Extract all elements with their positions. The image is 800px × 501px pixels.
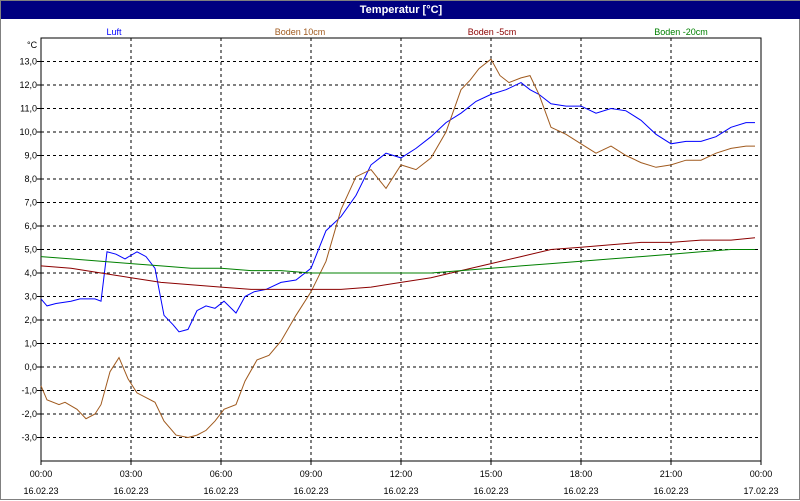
- y-axis: 13,0 12,0 11,0 10,0 9,0 8,0 7,0 6,0 5,0 4,0 3,0 2,0…: [19, 57, 41, 443]
- series-line-boden-5cm: [40, 237, 756, 290]
- legend: Luft Boden 10cm Boden -5cm Boden -20cm: [106, 27, 707, 37]
- x-tick-date: 16.02.23: [563, 486, 598, 496]
- y-tick-label: -3,0: [21, 433, 37, 443]
- chart-title: Temperatur [°C]: [1, 1, 800, 19]
- x-tick-time: 00:00: [30, 469, 53, 479]
- series-line-boden-10cm: [40, 58, 755, 439]
- x-tick-time: 09:00: [300, 469, 323, 479]
- y-tick-label: 13,0: [19, 57, 37, 67]
- y-axis-unit: °C: [27, 40, 38, 50]
- x-tick-time: 21:00: [660, 469, 683, 479]
- y-tick-label: 11,0: [20, 104, 37, 114]
- series-line-boden-20cm: [40, 249, 755, 274]
- x-tick-date: 17.02.23: [743, 486, 778, 496]
- y-tick-label: 6,0: [24, 221, 37, 231]
- y-tick-label: 1,0: [24, 339, 37, 349]
- series-line-luft: [40, 82, 755, 333]
- y-tick-label: -2,0: [21, 409, 37, 419]
- x-tick-time: 12:00: [390, 469, 413, 479]
- y-tick-label: 8,0: [24, 174, 37, 184]
- x-tick-time: 15:00: [480, 469, 503, 479]
- legend-item: Luft: [106, 27, 122, 37]
- y-tick-label: -1,0: [21, 386, 37, 396]
- x-axis: 00:00 16.02.23 03:00 16.02.23 06:00 16.02.23 0…: [23, 461, 779, 496]
- x-tick-date: 16.02.23: [653, 486, 688, 496]
- y-tick-label: 0,0: [24, 362, 37, 372]
- x-tick-date: 16.02.23: [203, 486, 238, 496]
- x-tick-date: 16.02.23: [383, 486, 418, 496]
- y-tick-label: 9,0: [24, 151, 37, 161]
- x-tick-time: 18:00: [570, 469, 593, 479]
- legend-item: Boden 10cm: [275, 27, 326, 37]
- x-tick-date: 16.02.23: [113, 486, 148, 496]
- x-tick-time: 00:00: [750, 469, 773, 479]
- y-tick-label: 2,0: [24, 315, 37, 325]
- x-tick-time: 03:00: [120, 469, 143, 479]
- y-tick-label: 4,0: [24, 268, 37, 278]
- x-tick-time: 06:00: [210, 469, 233, 479]
- y-tick-label: 7,0: [24, 198, 37, 208]
- legend-item: Boden -5cm: [468, 27, 517, 37]
- series-lines: [40, 58, 756, 439]
- legend-item: Boden -20cm: [654, 27, 708, 37]
- x-tick-date: 16.02.23: [473, 486, 508, 496]
- x-tick-date: 16.02.23: [23, 486, 58, 496]
- y-tick-label: 3,0: [24, 292, 37, 302]
- y-tick-label: 10,0: [19, 127, 37, 137]
- x-tick-date: 16.02.23: [293, 486, 328, 496]
- y-tick-label: 5,0: [24, 245, 37, 255]
- y-tick-label: 12,0: [19, 80, 37, 90]
